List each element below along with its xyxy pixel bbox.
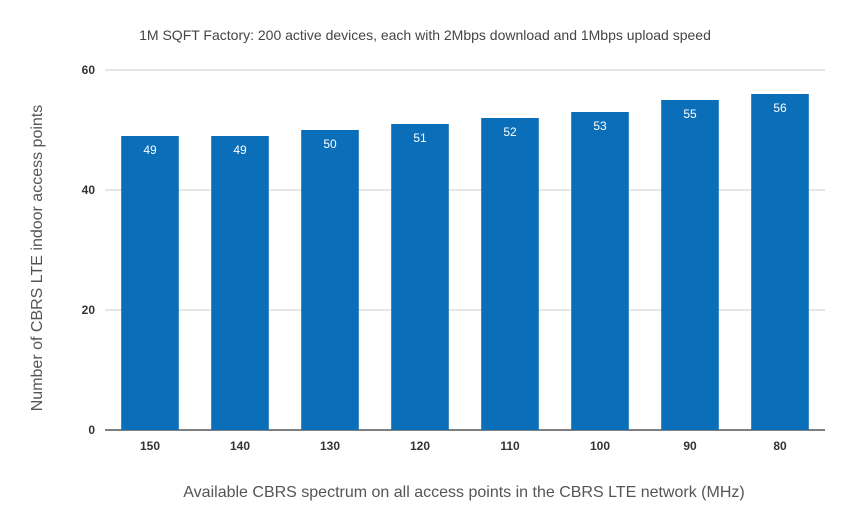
x-axis-label: Available CBRS spectrum on all access po…	[183, 484, 744, 501]
x-tick-label: 120	[410, 439, 430, 453]
bar	[571, 112, 629, 430]
bar	[481, 118, 539, 430]
chart-title: 1M SQFT Factory: 200 active devices, eac…	[139, 27, 711, 43]
data-label: 49	[143, 143, 157, 157]
bar	[211, 136, 269, 430]
x-tick-label: 150	[140, 439, 160, 453]
data-label: 56	[773, 101, 787, 115]
data-label: 53	[593, 119, 607, 133]
y-axis-label: Number of CBRS LTE indoor access points	[29, 105, 46, 412]
data-label: 55	[683, 107, 697, 121]
x-tick-label: 80	[773, 439, 787, 453]
bar	[751, 94, 809, 430]
data-label: 52	[503, 125, 517, 139]
x-tick-label: 140	[230, 439, 250, 453]
y-tick-label: 60	[82, 63, 96, 77]
bar	[661, 100, 719, 430]
x-tick-label: 90	[683, 439, 697, 453]
y-tick-label: 40	[82, 183, 96, 197]
x-tick-label: 130	[320, 439, 340, 453]
x-tick-label: 100	[590, 439, 610, 453]
x-axis-ticks: 150 140 130 120 110 100 90 80	[140, 439, 787, 453]
bar	[391, 124, 449, 430]
bars	[121, 94, 809, 430]
data-labels: 49 49 50 51 52 53 55 56	[143, 101, 787, 157]
data-label: 51	[413, 131, 427, 145]
y-axis-ticks: 0 20 40 60	[82, 63, 96, 437]
data-label: 50	[323, 137, 337, 151]
y-tick-label: 20	[82, 303, 96, 317]
y-tick-label: 0	[88, 423, 95, 437]
x-tick-label: 110	[500, 439, 520, 453]
bar	[121, 136, 179, 430]
data-label: 49	[233, 143, 247, 157]
bar	[301, 130, 359, 430]
